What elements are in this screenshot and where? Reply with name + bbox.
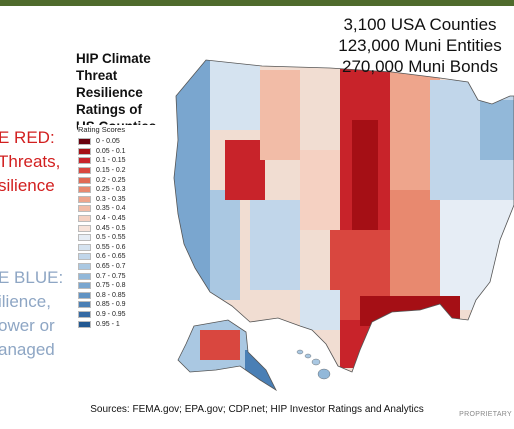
legend-item: 0.6 - 0.65	[78, 252, 158, 262]
headline-counties: 3,100 USA Counties	[343, 15, 497, 34]
legend-swatch	[78, 301, 91, 309]
legend-item: 0.35 - 0.4	[78, 204, 158, 214]
map-title-line: Ratings of	[76, 102, 142, 117]
hawaii	[296, 349, 331, 380]
legend-label: 0.9 - 0.95	[96, 310, 126, 318]
legend-item: 0.5 - 0.55	[78, 233, 158, 243]
legend-swatch	[78, 272, 91, 280]
legend-item: 0.75 - 0.8	[78, 281, 158, 291]
legend-swatch	[78, 147, 91, 155]
legend-label: 0.2 - 0.25	[96, 176, 126, 184]
legend-swatch	[78, 205, 91, 213]
legend-label: 0.4 - 0.45	[96, 215, 126, 223]
legend-title: Rating Scores	[78, 125, 126, 134]
side-text-line: anaged	[0, 340, 55, 359]
legend-item: 0.25 - 0.3	[78, 185, 158, 195]
map-title: HIP Climate Threat Resilience Ratings of…	[76, 50, 186, 135]
headline: 3,100 USA Counties 123,000 Muni Entities…	[320, 14, 514, 77]
legend-label: 0.1 - 0.15	[96, 157, 126, 165]
legend-label: 0.8 - 0.85	[96, 291, 126, 299]
legend-label: 0.55 - 0.6	[96, 243, 126, 251]
legend-label: 0.6 - 0.65	[96, 253, 126, 261]
legend-label: 0.05 - 0.1	[96, 147, 126, 155]
legend-item: 0.15 - 0.2	[78, 166, 158, 176]
legend-item: 0.85 - 0.9	[78, 300, 158, 310]
legend-swatch	[78, 215, 91, 223]
side-text-line: E BLUE:	[0, 268, 64, 287]
side-text-blue: E BLUE: ilience, ower or anaged	[0, 266, 63, 362]
legend-label: 0.35 - 0.4	[96, 205, 126, 213]
side-text-line: silience	[0, 176, 55, 195]
legend-swatch	[78, 282, 91, 290]
map-title-line: Threat Resilience	[76, 68, 143, 100]
legend-item: 0.3 - 0.35	[78, 195, 158, 205]
map-legend: Rating Scores 0 - 0.05 0.05 - 0.1 0.1 - 0.…	[78, 125, 158, 329]
sources-caption: Sources: FEMA.gov; EPA.gov; CDP.net; HIP…	[90, 404, 424, 415]
legend-swatch	[78, 234, 91, 242]
legend-swatch	[78, 167, 91, 175]
legend-item: 0.05 - 0.1	[78, 147, 158, 157]
headline-muni-bonds: 270,000 Muni Bonds	[342, 57, 498, 76]
legend-swatch	[78, 263, 91, 271]
legend-label: 0 - 0.05	[96, 138, 120, 146]
legend-swatch	[78, 195, 91, 203]
legend-item: 0.95 - 1	[78, 319, 158, 329]
legend-label: 0.95 - 1	[96, 320, 120, 328]
legend-label: 0.5 - 0.55	[96, 234, 126, 242]
legend-item: 0.4 - 0.45	[78, 214, 158, 224]
legend-item: 0.1 - 0.15	[78, 156, 158, 166]
legend-rows: 0 - 0.05 0.05 - 0.1 0.1 - 0.15 0.15 - 0.2 0.…	[78, 137, 158, 329]
alaska	[178, 320, 276, 390]
legend-item: 0.2 - 0.25	[78, 175, 158, 185]
legend-label: 0.75 - 0.8	[96, 282, 126, 290]
side-text-line: ower or	[0, 316, 55, 335]
legend-item: 0.55 - 0.6	[78, 243, 158, 253]
legend-item: 0.8 - 0.85	[78, 291, 158, 301]
side-text-line: ilience,	[0, 292, 51, 311]
legend-label: 0.45 - 0.5	[96, 224, 126, 232]
legend-label: 0.25 - 0.3	[96, 186, 126, 194]
side-text-red: E RED: Threats, silience	[0, 126, 60, 198]
legend-item: 0 - 0.05	[78, 137, 158, 147]
legend-swatch	[78, 320, 91, 328]
legend-swatch	[78, 138, 91, 146]
headline-muni-entities: 123,000 Muni Entities	[338, 36, 502, 55]
legend-swatch	[78, 176, 91, 184]
legend-swatch	[78, 224, 91, 232]
side-text-line: Threats,	[0, 152, 61, 171]
legend-swatch	[78, 310, 91, 318]
legend-label: 0.3 - 0.35	[96, 195, 126, 203]
map-title-line: HIP Climate	[76, 51, 151, 66]
legend-swatch	[78, 253, 91, 261]
legend-item: 0.7 - 0.75	[78, 271, 158, 281]
legend-label: 0.65 - 0.7	[96, 263, 126, 271]
legend-item: 0.9 - 0.95	[78, 310, 158, 320]
legend-swatch	[78, 157, 91, 165]
legend-label: 0.15 - 0.2	[96, 167, 126, 175]
legend-item: 0.45 - 0.5	[78, 223, 158, 233]
legend-label: 0.85 - 0.9	[96, 301, 126, 309]
side-text-line: E RED:	[0, 128, 55, 147]
legend-label: 0.7 - 0.75	[96, 272, 126, 280]
proprietary-label: PROPRIETARY	[459, 411, 512, 418]
legend-swatch	[78, 186, 91, 194]
legend-item: 0.65 - 0.7	[78, 262, 158, 272]
legend-swatch	[78, 291, 91, 299]
header-bar	[0, 0, 514, 6]
legend-swatch	[78, 243, 91, 251]
